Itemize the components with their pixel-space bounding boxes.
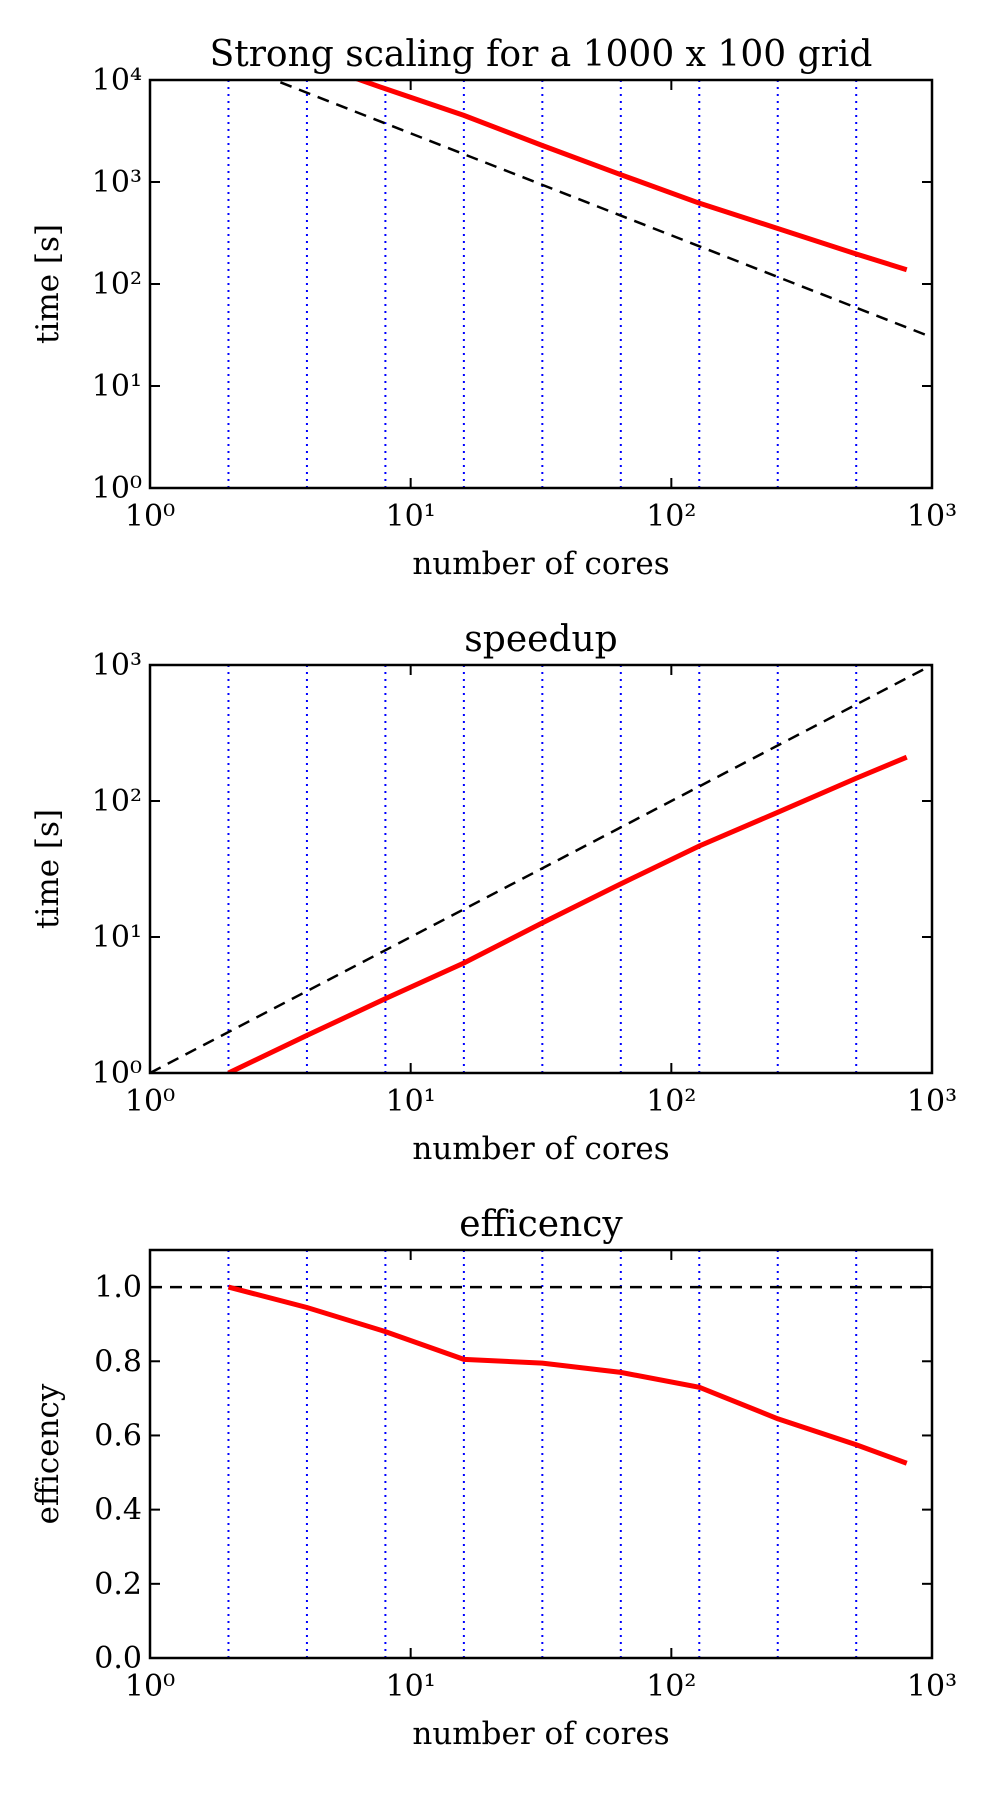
x-tick-label: 10³ xyxy=(907,499,957,534)
y-tick-label: 0.4 xyxy=(94,1493,142,1528)
y-tick-label: 10⁰ xyxy=(92,1056,142,1091)
y-tick-label: 0.0 xyxy=(94,1641,142,1676)
plot-frame xyxy=(148,663,934,1075)
y-tick-label: 10⁴ xyxy=(92,63,142,98)
x-axis-label: number of cores xyxy=(412,1716,669,1752)
chart: Strong scaling for a 1000 x 100 grid numb… xyxy=(30,34,957,582)
plot-lines xyxy=(150,665,932,1073)
chart-title: speedup xyxy=(464,619,617,660)
y-tick-label: 10⁰ xyxy=(92,471,142,506)
plot-lines xyxy=(270,80,932,339)
plot-frame xyxy=(148,1248,934,1660)
y-tick-label: 0.8 xyxy=(94,1344,142,1379)
y-tick-label: 1.0 xyxy=(94,1270,142,1305)
y-axis-label: time [s] xyxy=(30,809,66,929)
x-axis-label: number of cores xyxy=(412,546,669,582)
plot-frame xyxy=(148,78,934,490)
x-tick-label: 10¹ xyxy=(386,1084,436,1119)
x-tick-label: 10² xyxy=(646,499,696,534)
x-tick-label: 10¹ xyxy=(386,1669,436,1704)
chart: speedup number of cores time [s] 10⁰ 10¹ 10² 1… xyxy=(30,619,957,1167)
y-axis-label: time [s] xyxy=(30,224,66,344)
chart: efficency number of cores efficency 10⁰ 10¹ 1… xyxy=(30,1204,957,1752)
y-tick-label: 10³ xyxy=(92,648,142,683)
x-tick-label: 10¹ xyxy=(386,499,436,534)
y-tick-label: 0.6 xyxy=(94,1418,142,1453)
series-line xyxy=(270,80,932,339)
x-tick-label: 10² xyxy=(646,1084,696,1119)
series-line xyxy=(352,80,908,273)
y-tick-label: 10² xyxy=(92,784,142,819)
chart-title: Strong scaling for a 1000 x 100 grid xyxy=(210,34,873,75)
y-tick-label: 0.2 xyxy=(94,1567,142,1602)
x-tick-label: 10⁰ xyxy=(125,1669,175,1704)
x-tick-label: 10² xyxy=(646,1669,696,1704)
x-tick-label: 10⁰ xyxy=(125,499,175,534)
y-tick-label: 10³ xyxy=(92,165,142,200)
x-tick-label: 10³ xyxy=(907,1669,957,1704)
y-tick-label: 10¹ xyxy=(92,369,142,404)
chart-title: efficency xyxy=(459,1204,623,1245)
y-tick-label: 10¹ xyxy=(92,920,142,955)
x-tick-label: 10³ xyxy=(907,1084,957,1119)
plot-lines xyxy=(150,1284,932,1466)
y-tick-label: 10² xyxy=(92,267,142,302)
x-axis-label: number of cores xyxy=(412,1131,669,1167)
x-tick-label: 10⁰ xyxy=(125,1084,175,1119)
series-line xyxy=(227,1284,908,1466)
series-line xyxy=(150,665,932,1073)
y-axis-label: efficency xyxy=(30,1383,66,1524)
series-line xyxy=(227,754,908,1073)
